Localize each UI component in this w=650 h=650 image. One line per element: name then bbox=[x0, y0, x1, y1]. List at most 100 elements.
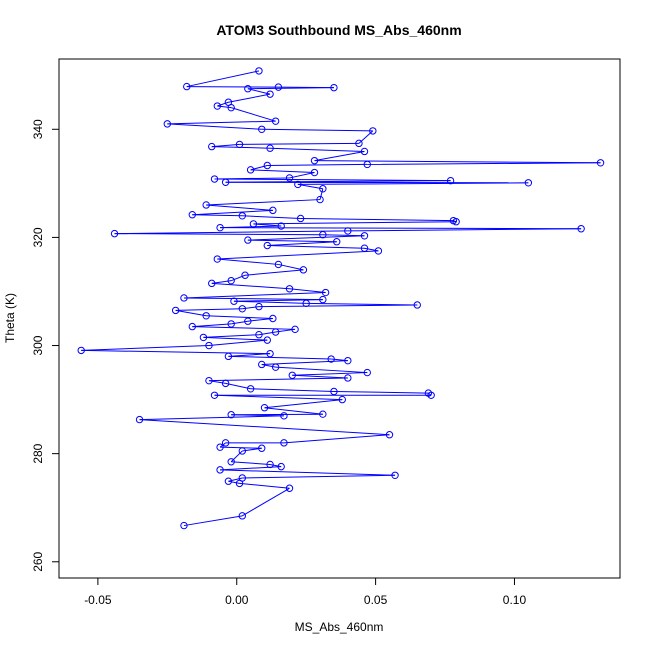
data-point bbox=[227, 458, 235, 466]
data-point bbox=[210, 175, 219, 183]
data-point bbox=[235, 479, 244, 488]
data-point bbox=[221, 379, 230, 388]
series-segment bbox=[228, 477, 243, 482]
data-point bbox=[180, 294, 188, 302]
series-segment bbox=[233, 299, 323, 302]
y-tick-label: 340 bbox=[31, 119, 45, 139]
data-point bbox=[227, 103, 235, 112]
data-point bbox=[263, 336, 271, 344]
series-segment bbox=[242, 487, 290, 517]
series-segment bbox=[239, 482, 290, 489]
data-point bbox=[319, 410, 327, 418]
data-point bbox=[577, 225, 585, 233]
data-point bbox=[221, 439, 230, 447]
series-segment bbox=[292, 374, 348, 379]
data-point bbox=[188, 322, 197, 331]
y-tick-label: 260 bbox=[31, 551, 45, 571]
data-point bbox=[258, 444, 266, 452]
data-point bbox=[269, 206, 277, 215]
data-point bbox=[333, 238, 341, 246]
series-segment bbox=[247, 235, 365, 241]
data-point bbox=[163, 120, 172, 128]
data-point bbox=[213, 255, 222, 263]
series-segment bbox=[203, 334, 259, 338]
series-segment bbox=[81, 345, 209, 351]
data-point bbox=[205, 376, 213, 385]
x-axis: -0.05 0.00 0.05 0.10 bbox=[84, 577, 526, 607]
series-segment bbox=[225, 382, 251, 390]
data-point bbox=[246, 166, 255, 174]
data-point bbox=[277, 222, 285, 230]
data-point bbox=[238, 447, 246, 455]
data-point bbox=[180, 521, 188, 530]
series-segment bbox=[217, 101, 229, 107]
series-segment bbox=[242, 474, 396, 479]
data-point bbox=[202, 201, 210, 209]
series-segment bbox=[300, 217, 454, 222]
data-point bbox=[235, 140, 244, 149]
series-segment bbox=[220, 227, 582, 230]
series-segment bbox=[231, 274, 246, 282]
data-point bbox=[299, 266, 308, 274]
series-segment bbox=[275, 366, 368, 374]
series-segment bbox=[114, 230, 348, 235]
series-segment bbox=[114, 233, 323, 236]
series-segment bbox=[203, 336, 268, 341]
y-tick-label: 320 bbox=[31, 227, 45, 247]
series-segment bbox=[267, 245, 365, 249]
data-point bbox=[263, 161, 271, 170]
data-point bbox=[360, 244, 369, 252]
series-segment bbox=[192, 326, 296, 330]
y-axis-label: Theta (K) bbox=[3, 293, 17, 343]
series-segment bbox=[206, 199, 321, 206]
series-segment bbox=[283, 434, 390, 444]
series-segment bbox=[242, 215, 301, 219]
data-point bbox=[446, 176, 455, 185]
series-segment bbox=[231, 461, 271, 465]
data-point bbox=[263, 241, 271, 250]
data-point bbox=[183, 82, 191, 91]
data-point bbox=[258, 125, 266, 133]
data-point bbox=[266, 90, 274, 98]
series-segment bbox=[217, 250, 379, 260]
data-point bbox=[216, 223, 224, 232]
series-segment bbox=[314, 160, 601, 164]
x-tick-label: 0.00 bbox=[225, 593, 249, 607]
data-point bbox=[316, 195, 324, 204]
data-point bbox=[255, 331, 263, 339]
x-axis-label: MS_Abs_460nm bbox=[295, 620, 384, 634]
series-segment bbox=[247, 239, 337, 243]
series-segment bbox=[253, 221, 457, 225]
data-point bbox=[369, 127, 377, 135]
series-segment bbox=[247, 87, 334, 90]
series-segment bbox=[208, 339, 268, 347]
data-point bbox=[321, 288, 330, 297]
series-segment bbox=[261, 128, 373, 132]
data-point bbox=[280, 412, 288, 420]
series-segment bbox=[228, 355, 332, 360]
data-point bbox=[258, 360, 266, 369]
series-segment bbox=[186, 86, 279, 88]
data-point bbox=[224, 477, 233, 485]
data-series bbox=[77, 67, 605, 530]
series-segment bbox=[297, 182, 529, 185]
series-segment bbox=[289, 172, 315, 179]
data-point bbox=[199, 333, 208, 342]
series-segment bbox=[206, 315, 273, 319]
data-point bbox=[374, 247, 383, 255]
data-point bbox=[360, 147, 369, 156]
data-point bbox=[427, 391, 435, 399]
data-point bbox=[355, 139, 363, 148]
series-segment bbox=[364, 247, 379, 252]
data-point bbox=[271, 363, 280, 371]
series-segment bbox=[319, 188, 324, 200]
series-segment bbox=[175, 308, 243, 311]
series-segment bbox=[228, 353, 271, 357]
series-segment bbox=[228, 93, 271, 103]
series-segment bbox=[183, 515, 243, 527]
data-point bbox=[271, 117, 280, 125]
data-point bbox=[319, 231, 327, 239]
series-segment bbox=[167, 123, 262, 130]
data-point bbox=[238, 305, 246, 313]
series-segment bbox=[278, 263, 304, 271]
